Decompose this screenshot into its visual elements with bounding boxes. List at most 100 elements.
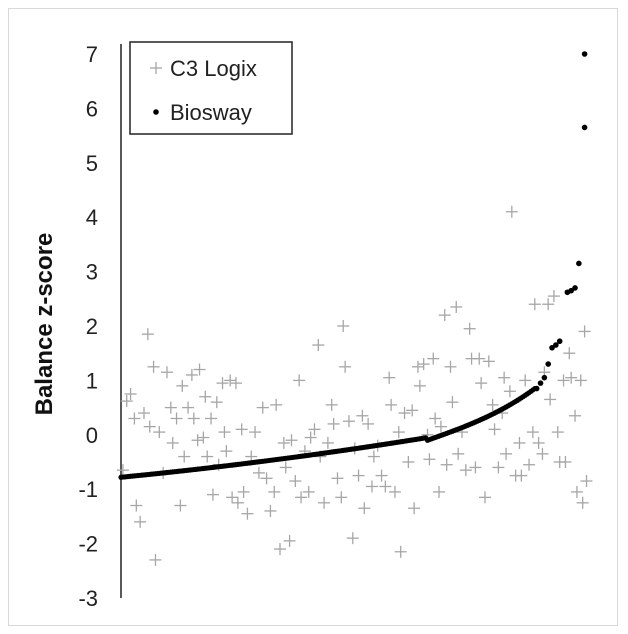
biosway-point [537, 380, 544, 386]
y-tick-label: -1 [78, 477, 98, 502]
c3-logix-point [569, 409, 582, 422]
c3-logix-point [312, 339, 325, 352]
c3-logix-point [178, 450, 191, 463]
c3-logix-point [176, 379, 189, 392]
c3-logix-point [283, 534, 296, 547]
y-axis-title: Balance z-score [31, 233, 58, 416]
y-tick-label: 5 [86, 151, 98, 176]
legend-marker-plus [150, 62, 162, 74]
c3-logix-point [335, 491, 348, 504]
c3-logix-point [134, 515, 147, 528]
c3-logix-point [570, 485, 583, 498]
c3-logix-point [433, 485, 446, 498]
c3-logix-point [463, 322, 476, 335]
legend-marker-dot [153, 109, 159, 115]
c3-logix-point [224, 374, 237, 387]
y-tick-labels: 7 6 5 4 3 2 1 0 -1 -2 -3 [78, 42, 98, 611]
c3-logix-point [559, 456, 572, 468]
c3-logix-point [124, 388, 137, 400]
c3-logix-point [429, 412, 442, 425]
c3-logix-point [578, 325, 591, 338]
c3-logix-point [394, 545, 407, 558]
c3-logix-point [440, 458, 453, 471]
c3-logix-point [356, 409, 369, 422]
c3-logix-point [218, 426, 231, 439]
c3-logix-point [528, 298, 541, 311]
c3-logix-point [434, 420, 447, 433]
c3-logix-point [473, 352, 486, 365]
c3-logix-point [488, 423, 501, 436]
c3-logix-point [532, 436, 545, 449]
c3-logix-point [515, 469, 528, 482]
c3-logix-point [392, 426, 405, 439]
c3-logix-point [367, 450, 380, 463]
c3-logix-point [199, 390, 212, 403]
c3-logix-point [241, 507, 254, 520]
c3-logix-point [557, 374, 570, 387]
c3-logix-point [302, 485, 315, 498]
c3-logix-point [536, 447, 549, 460]
c3-logix-point [170, 412, 183, 425]
y-tick-label: 6 [86, 96, 98, 121]
y-tick-label: 0 [86, 423, 98, 448]
c3-logix-point [182, 401, 195, 414]
c3-logix-point [411, 360, 424, 373]
c3-logix-point [216, 377, 229, 390]
c3-logix-point [563, 347, 576, 360]
c3-logix-point [226, 491, 239, 504]
c3-logix-point [544, 393, 557, 406]
c3-logix-point [469, 461, 482, 474]
c3-logix-point [197, 431, 210, 444]
c3-logix-point [526, 426, 539, 439]
c3-logix-point [450, 300, 463, 313]
c3-logix-point [289, 475, 302, 488]
biosway-point [545, 361, 552, 367]
c3-logix-point [252, 466, 265, 479]
c3-logix-point [339, 360, 352, 373]
c3-logix-point [147, 360, 160, 373]
biosway-point [564, 289, 571, 296]
c3-logix-point [260, 472, 273, 485]
c3-logix-point [237, 485, 250, 498]
c3-logix-point [408, 502, 421, 515]
c3-logix-point [459, 464, 472, 477]
biosway-point [581, 51, 588, 57]
c3-logix-point [580, 475, 593, 488]
c3-logix-point [478, 491, 491, 504]
c3-logix-point [308, 423, 321, 436]
c3-logix-point [193, 363, 206, 376]
c3-logix-point [249, 426, 262, 439]
biosway-series [118, 51, 588, 480]
c3-logix-point [201, 450, 214, 463]
legend: C3 Logix Biosway [129, 41, 293, 135]
c3-logix-point [542, 298, 555, 311]
c3-logix-point [379, 480, 392, 493]
c3-logix-point [331, 472, 344, 485]
y-tick-label: -2 [78, 532, 98, 557]
c3-logix-point [402, 456, 415, 468]
c3-logix-point [264, 504, 277, 517]
c3-logix-point [153, 426, 166, 439]
biosway-point [533, 385, 540, 392]
c3-logix-point [513, 436, 526, 449]
c3-logix-point [342, 415, 355, 428]
c3-logix-point [327, 417, 340, 430]
c3-logix-point [185, 368, 198, 381]
biosway-point [581, 124, 588, 131]
c3-logix-point [452, 447, 465, 460]
c3-logix-point [565, 371, 578, 384]
c3-logix-point [346, 532, 359, 545]
c3-logix-point [220, 445, 233, 458]
c3-logix-point [383, 371, 396, 384]
c3-logix-point [293, 374, 306, 387]
legend-label-c3-logix: C3 Logix [170, 56, 257, 81]
legend-box [129, 41, 293, 135]
c3-logix-point [352, 469, 365, 482]
c3-logix-point [120, 395, 133, 408]
c3-logix-point [137, 407, 150, 420]
c3-logix-point [362, 417, 375, 430]
c3-logix-point [475, 377, 488, 390]
y-tick-label: 7 [86, 42, 98, 67]
c3-logix-point [166, 436, 179, 449]
